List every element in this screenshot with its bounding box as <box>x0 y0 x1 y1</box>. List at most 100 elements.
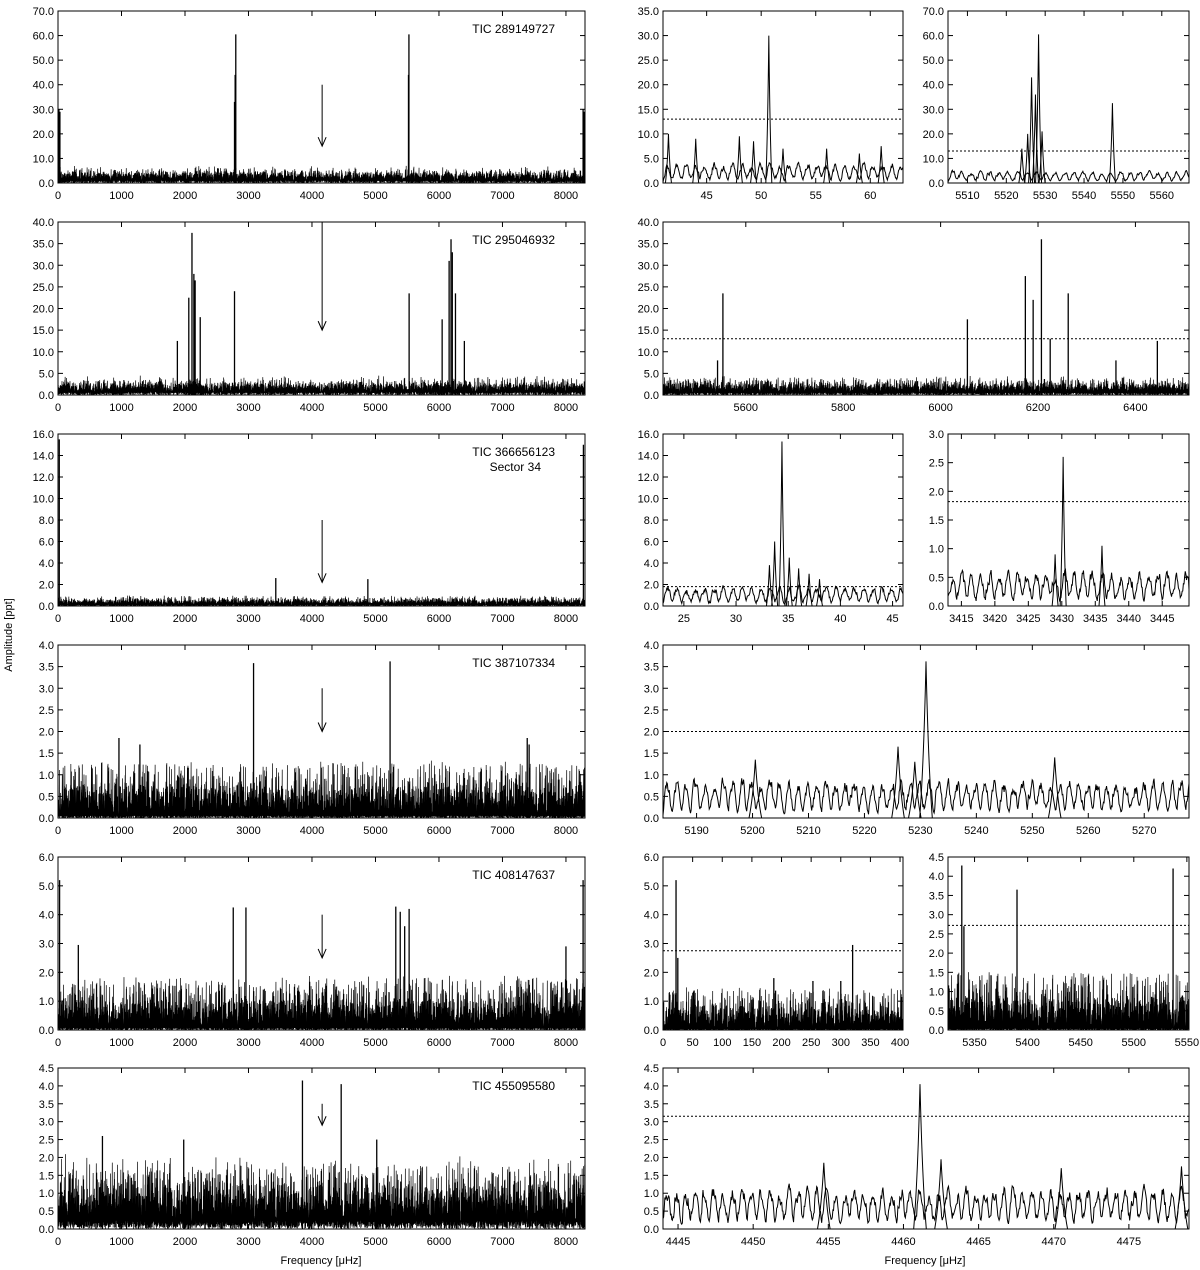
y-tick-label: 4.5 <box>644 1063 659 1075</box>
panel-p11: 0.0 1.0 2.0 3.0 4.0 5.0 6.0 0 1000 2000 3000 4000 50… <box>39 852 586 1049</box>
y-tick-label: 40.0 <box>923 80 944 92</box>
x-tick-label: 1000 <box>109 190 133 202</box>
x-tick-label: 2000 <box>173 1236 197 1248</box>
x-tick-label: 150 <box>743 1037 761 1049</box>
x-tick-label: 60 <box>864 190 876 202</box>
target-label: TIC 366656123 <box>472 445 555 459</box>
y-tick-label: 5.0 <box>39 368 54 380</box>
plot-area <box>663 880 903 1030</box>
x-tick-label: 5250 <box>1020 825 1044 837</box>
spectrum-peak <box>913 1084 927 1229</box>
x-tick-label: 4000 <box>300 825 324 837</box>
x-tick-label: 6000 <box>427 1037 451 1049</box>
y-tick-label: 3.0 <box>39 1117 54 1129</box>
spectrum-noise <box>58 165 585 183</box>
y-tick-label: 70.0 <box>33 6 54 18</box>
x-tick-label: 6200 <box>1026 402 1050 414</box>
y-tick-label: 2.0 <box>39 580 54 592</box>
y-tick-label: 3.5 <box>644 1099 659 1111</box>
spectrum-peak <box>765 35 773 183</box>
x-tick-label: 8000 <box>554 825 578 837</box>
x-tick-label: 2000 <box>173 190 197 202</box>
y-tick-label: 0.5 <box>929 572 944 584</box>
y-tick-label: 25.0 <box>33 282 54 294</box>
spectrum-peak <box>748 759 763 818</box>
y-tick-label: 30.0 <box>923 104 944 116</box>
y-tick-label: 10.0 <box>638 347 659 359</box>
spectrum-peak <box>1174 1166 1189 1229</box>
x-tick-label: 5220 <box>852 825 876 837</box>
x-tick-label: 45 <box>701 190 713 202</box>
x-tick-label: 6000 <box>427 190 451 202</box>
spectrum-peak <box>823 148 831 183</box>
x-tick-label: 5510 <box>955 190 979 202</box>
x-tick-label: 25 <box>678 613 690 625</box>
y-tick-label: 10.0 <box>638 494 659 506</box>
x-tick-label: 3435 <box>1083 613 1107 625</box>
y-tick-label: 2.0 <box>39 1152 54 1164</box>
y-tick-label: 2.0 <box>644 727 659 739</box>
x-tick-label: 3425 <box>1016 613 1040 625</box>
y-tick-label: 4.5 <box>929 852 944 864</box>
x-tick-label: 4000 <box>300 1037 324 1049</box>
spectrum-noise <box>663 161 903 183</box>
spectrum-peak <box>908 761 922 818</box>
x-tick-label: 0 <box>660 1037 666 1049</box>
spectrum-peak <box>919 661 933 818</box>
y-tick-label: 0.0 <box>644 1224 659 1236</box>
plot-area <box>58 34 585 183</box>
plot-frame <box>662 1067 1190 1230</box>
arrow-head-icon <box>317 722 327 733</box>
y-tick-label: 0.0 <box>929 178 944 190</box>
y-tick-label: 40.0 <box>638 217 659 229</box>
spectrum-noise <box>948 972 1189 1030</box>
y-tick-label: 0.0 <box>644 813 659 825</box>
arrow-head-icon <box>317 948 327 960</box>
y-tick-label: 1.0 <box>644 1188 659 1200</box>
panel-p13: 0.0 0.5 1.0 1.5 2.0 2.5 3.0 3.5 4.0 4.5 5350 5400 54… <box>929 852 1199 1049</box>
y-tick-label: 6.0 <box>39 537 54 549</box>
spectrum-peak <box>817 1162 831 1229</box>
panel-p12: 0.0 1.0 2.0 3.0 4.0 5.0 6.0 0 50 100 150 200 250 300 3… <box>644 852 910 1049</box>
x-tick-label: 4445 <box>666 1236 690 1248</box>
x-tick-label: 5400 <box>1015 1037 1039 1049</box>
y-tick-label: 1.0 <box>39 770 54 782</box>
y-axis-label: Amplitude [ppt] <box>3 598 15 671</box>
y-tick-label: 20.0 <box>33 304 54 316</box>
y-tick-label: 3.0 <box>644 683 659 695</box>
x-tick-label: 40 <box>834 613 846 625</box>
x-tick-label: 7000 <box>490 825 514 837</box>
y-tick-label: 2.0 <box>644 580 659 592</box>
x-tick-label: 3415 <box>949 613 973 625</box>
y-tick-label: 3.5 <box>39 662 54 674</box>
y-tick-label: 0.0 <box>644 178 659 190</box>
y-tick-label: 4.5 <box>39 1063 54 1075</box>
x-tick-label: 7000 <box>490 1037 514 1049</box>
x-tick-label: 3000 <box>236 1236 260 1248</box>
y-tick-label: 70.0 <box>923 6 944 18</box>
x-tick-label: 6000 <box>928 402 952 414</box>
y-tick-label: 10.0 <box>33 153 54 165</box>
x-tick-label: 5540 <box>1072 190 1096 202</box>
x-tick-label: 4000 <box>300 613 324 625</box>
arrow-head-icon <box>317 573 327 584</box>
spectrum-noise <box>663 376 1189 395</box>
spectrum-noise <box>58 595 585 606</box>
x-tick-label: 8000 <box>554 1236 578 1248</box>
spectrum-peak <box>750 141 758 183</box>
spectrum-peak <box>877 146 885 183</box>
target-label: TIC 408147637 <box>472 868 555 882</box>
spectrum-noise <box>663 777 1189 816</box>
y-tick-label: 30.0 <box>638 260 659 272</box>
x-tick-label: 6000 <box>427 402 451 414</box>
plot-area <box>948 456 1189 606</box>
plot-area <box>663 1084 1189 1229</box>
arrow-head-icon <box>317 1116 327 1127</box>
y-tick-label: 1.5 <box>39 1170 54 1182</box>
y-tick-label: 20.0 <box>638 304 659 316</box>
y-tick-label: 4.0 <box>644 640 659 652</box>
x-tick-label: 0 <box>55 613 61 625</box>
y-tick-label: 25.0 <box>638 55 659 67</box>
y-tick-label: 4.0 <box>644 558 659 570</box>
